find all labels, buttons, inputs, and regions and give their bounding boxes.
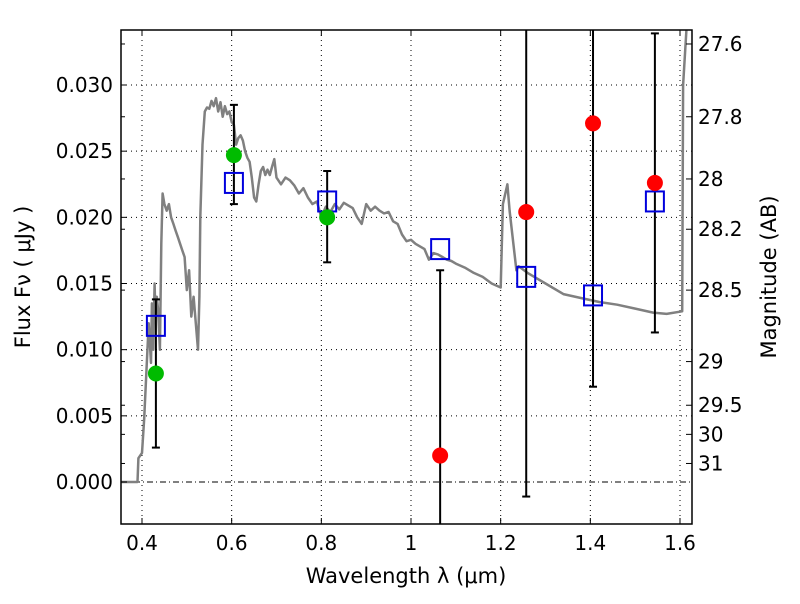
x-tick-label: 1.2 [485,531,517,555]
x-axis-label: Wavelength λ (μm) [306,564,507,588]
right-tick-label: 30 [698,422,723,446]
y-axis-ticks: 0.000 0.005 0.010 0.015 0.020 0.025 0.030 [56,73,127,494]
model-photometry-square [430,238,451,261]
detection-point [319,209,336,226]
model-photometry-square [583,284,604,307]
right-tick-label: 29 [698,350,723,374]
model-photometry-square [145,314,166,337]
y-tick-label: 0.025 [56,139,113,163]
detection-point [225,147,242,164]
grid-lines [121,30,692,524]
plot-frame [120,29,693,525]
non-detection-point [646,174,663,191]
model-photometry-square [644,190,665,213]
detection-point [147,365,164,382]
x-tick-label: 1.4 [574,531,606,555]
non-detection-point [518,204,535,221]
right-tick-label: 28 [698,167,723,191]
right-tick-label: 28.2 [698,217,743,241]
x-tick-label: 1.6 [664,531,696,555]
y-tick-label: 0.005 [56,404,113,428]
right-axis-label: Magnitude (AB) [757,195,781,358]
non-detection-point [585,115,602,132]
right-axis-ticks: 27.6 27.8 28 28.2 28.5 29 29.5 30 31 [121,32,743,475]
right-tick-label: 28.5 [698,278,743,302]
model-photometry-square [223,171,244,194]
plot-series [121,30,688,524]
non-detection-point [432,447,449,464]
x-tick-label: 0.8 [305,531,337,555]
x-axis-ticks: 0.4 0.6 0.8 1 1.2 1.4 1.6 [126,30,696,555]
right-tick-label: 31 [698,451,723,475]
x-tick-label: 0.6 [216,531,248,555]
y-tick-label: 0.010 [56,338,113,362]
right-tick-label: 27.6 [698,32,743,56]
x-tick-label: 0.4 [126,531,158,555]
model-photometry-square [516,265,537,288]
y-tick-label: 0.020 [56,205,113,229]
right-tick-label: 27.8 [698,105,743,129]
y-axis-label: Flux Fν ( μJy ) [11,206,35,349]
y-tick-label: 0.030 [56,73,113,97]
y-tick-label: 0.015 [56,272,113,296]
y-tick-label: 0.000 [56,470,113,494]
right-tick-label: 29.5 [698,393,743,417]
model-sed-line [121,30,688,484]
x-tick-label: 1 [405,531,418,555]
